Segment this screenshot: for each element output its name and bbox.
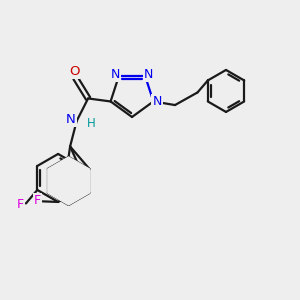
Text: F: F (17, 199, 24, 212)
Text: H: H (87, 117, 95, 130)
Text: N: N (66, 113, 76, 126)
Text: N: N (152, 95, 162, 108)
Polygon shape (48, 157, 89, 205)
Text: N: N (111, 68, 121, 81)
Text: N: N (143, 68, 153, 81)
Text: O: O (69, 65, 79, 78)
Text: F: F (34, 194, 41, 207)
